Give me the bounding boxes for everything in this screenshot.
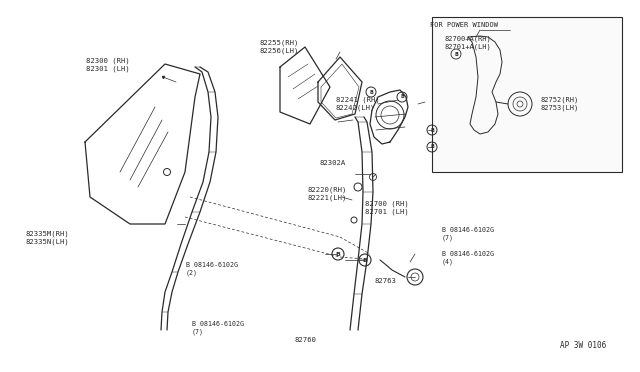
Text: 82302A: 82302A [320, 160, 346, 166]
Text: B: B [363, 257, 367, 263]
Text: B 08146-6102G
(4): B 08146-6102G (4) [442, 251, 493, 265]
Text: B 08146-6102G
(2): B 08146-6102G (2) [186, 262, 237, 276]
Text: 82763: 82763 [374, 278, 396, 284]
Text: 82335M(RH)
82335N(LH): 82335M(RH) 82335N(LH) [26, 231, 69, 245]
Text: AP 3W 0106: AP 3W 0106 [560, 341, 606, 350]
Text: B: B [430, 144, 434, 150]
Text: 82300 (RH)
82301 (LH): 82300 (RH) 82301 (LH) [86, 58, 130, 72]
Text: B 08146-6102G
(7): B 08146-6102G (7) [192, 321, 244, 335]
Text: B: B [430, 128, 434, 132]
Text: 82220(RH)
82221(LH): 82220(RH) 82221(LH) [307, 187, 347, 201]
Text: 82241 (RH)
82242(LH): 82241 (RH) 82242(LH) [336, 97, 380, 111]
Text: FOR POWER WINDOW: FOR POWER WINDOW [430, 22, 498, 28]
Text: 82752(RH)
82753(LH): 82752(RH) 82753(LH) [541, 97, 579, 111]
Text: 82255(RH)
82256(LH): 82255(RH) 82256(LH) [259, 39, 299, 54]
Text: B: B [400, 94, 404, 99]
Text: 82700 (RH)
82701 (LH): 82700 (RH) 82701 (LH) [365, 201, 408, 215]
Text: B: B [369, 90, 373, 94]
Text: B: B [335, 251, 340, 257]
Text: B 08146-6102G
(7): B 08146-6102G (7) [442, 227, 493, 241]
Text: 82700+A(RH)
82701+A(LH): 82700+A(RH) 82701+A(LH) [445, 35, 492, 50]
Text: B: B [454, 51, 458, 57]
Text: 82760: 82760 [294, 337, 316, 343]
Bar [432, 17, 622, 172]
